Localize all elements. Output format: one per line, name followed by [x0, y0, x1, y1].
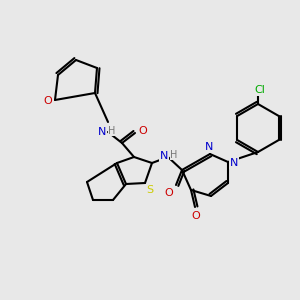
Text: N: N [230, 158, 238, 168]
Text: O: O [165, 188, 173, 198]
Text: O: O [44, 96, 52, 106]
Text: N: N [205, 142, 213, 152]
Text: O: O [139, 126, 147, 136]
Text: N: N [160, 151, 168, 161]
Text: Cl: Cl [255, 85, 266, 95]
Text: N: N [98, 127, 106, 137]
Text: S: S [146, 185, 154, 195]
Text: H: H [108, 126, 116, 136]
Text: O: O [192, 211, 200, 221]
Text: H: H [170, 150, 178, 160]
